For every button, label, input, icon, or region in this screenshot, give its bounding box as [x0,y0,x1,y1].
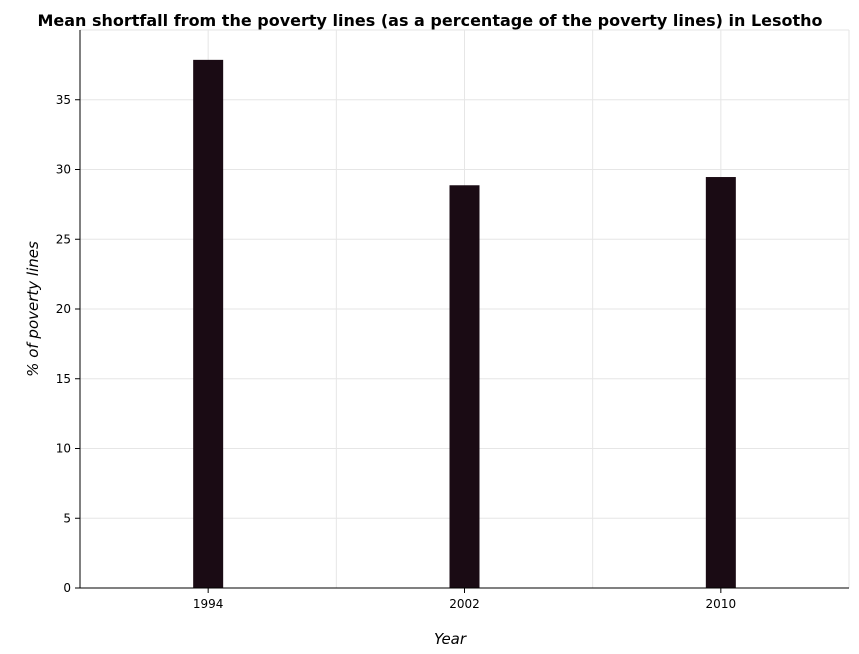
x-tick-label-1994: 1994 [193,597,224,611]
y-tick-label: 10 [56,442,71,456]
y-tick-label: 35 [56,93,71,107]
x-axis-title: Year [434,630,467,648]
x-tick-label-2010: 2010 [706,597,737,611]
y-tick-label: 25 [56,232,71,246]
y-axis-title: % of poverty lines [24,241,42,377]
bar-2010 [705,177,736,588]
y-tick-label: 15 [56,372,71,386]
bar-2002 [449,185,480,589]
bars [193,59,736,589]
y-tick-label: 20 [56,302,71,316]
y-tick-label: 5 [63,511,71,525]
x-tick-label-2002: 2002 [449,597,480,611]
bar-1994 [193,59,224,588]
chart-title: Mean shortfall from the poverty lines (a… [37,11,822,30]
y-tick-labels: 0 5 10 15 20 25 30 35 [56,93,71,595]
axes [75,30,849,593]
x-tick-labels: 1994 2002 2010 [193,597,736,611]
y-tick-label: 30 [56,163,71,177]
y-tick-label: 0 [63,581,71,595]
